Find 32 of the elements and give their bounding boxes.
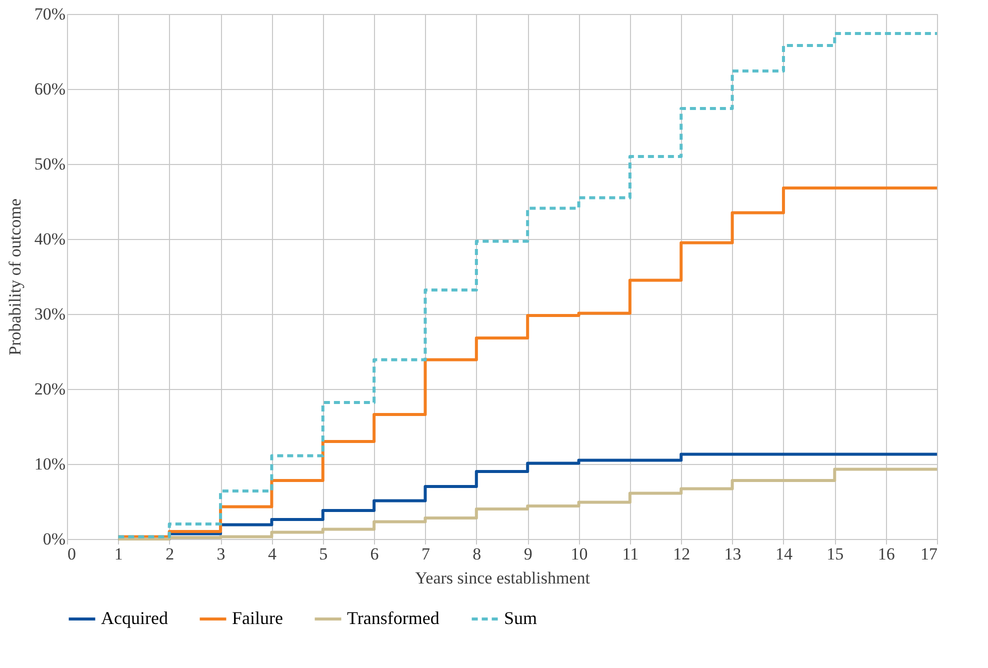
legend-label: Failure xyxy=(232,608,283,628)
y-axis-title: Probability of outcome xyxy=(5,198,24,356)
x-tick-label: 17 xyxy=(920,544,938,564)
x-tick-label: 15 xyxy=(826,544,844,564)
x-tick-label: 7 xyxy=(421,544,430,564)
x-axis-title: Years since establishment xyxy=(415,568,590,588)
x-tick-label: 0 xyxy=(68,544,76,564)
y-tick-label: 60% xyxy=(34,80,66,98)
x-tick-label: 4 xyxy=(268,544,277,564)
x-tick-label: 11 xyxy=(622,544,639,564)
legend-label: Transformed xyxy=(347,608,440,628)
x-tick-label: 12 xyxy=(673,544,690,564)
legend-label: Sum xyxy=(504,608,538,628)
x-tick-label: 10 xyxy=(570,544,588,564)
x-tick-label: 9 xyxy=(524,544,532,564)
x-tick-label: 8 xyxy=(472,544,482,564)
y-tick-label: 70% xyxy=(34,4,66,24)
y-tick-label: 10% xyxy=(34,454,66,474)
x-tick-label: 16 xyxy=(878,544,895,564)
x-tick-label: 5 xyxy=(319,544,328,564)
legend-label: Acquired xyxy=(101,608,168,628)
y-tick-label: 30% xyxy=(34,304,66,324)
y-tick-label: 20% xyxy=(34,380,66,398)
y-tick-label: 0% xyxy=(42,530,66,548)
x-tick-label: 3 xyxy=(216,544,226,564)
x-tick-label: 14 xyxy=(775,544,793,564)
x-tick-label: 6 xyxy=(370,544,379,564)
x-tick-label: 13 xyxy=(724,544,742,564)
y-tick-label: 40% xyxy=(34,230,66,248)
x-tick-label: 2 xyxy=(166,544,174,564)
x-tick-label: 1 xyxy=(114,544,123,564)
y-tick-label: 50% xyxy=(34,154,66,174)
